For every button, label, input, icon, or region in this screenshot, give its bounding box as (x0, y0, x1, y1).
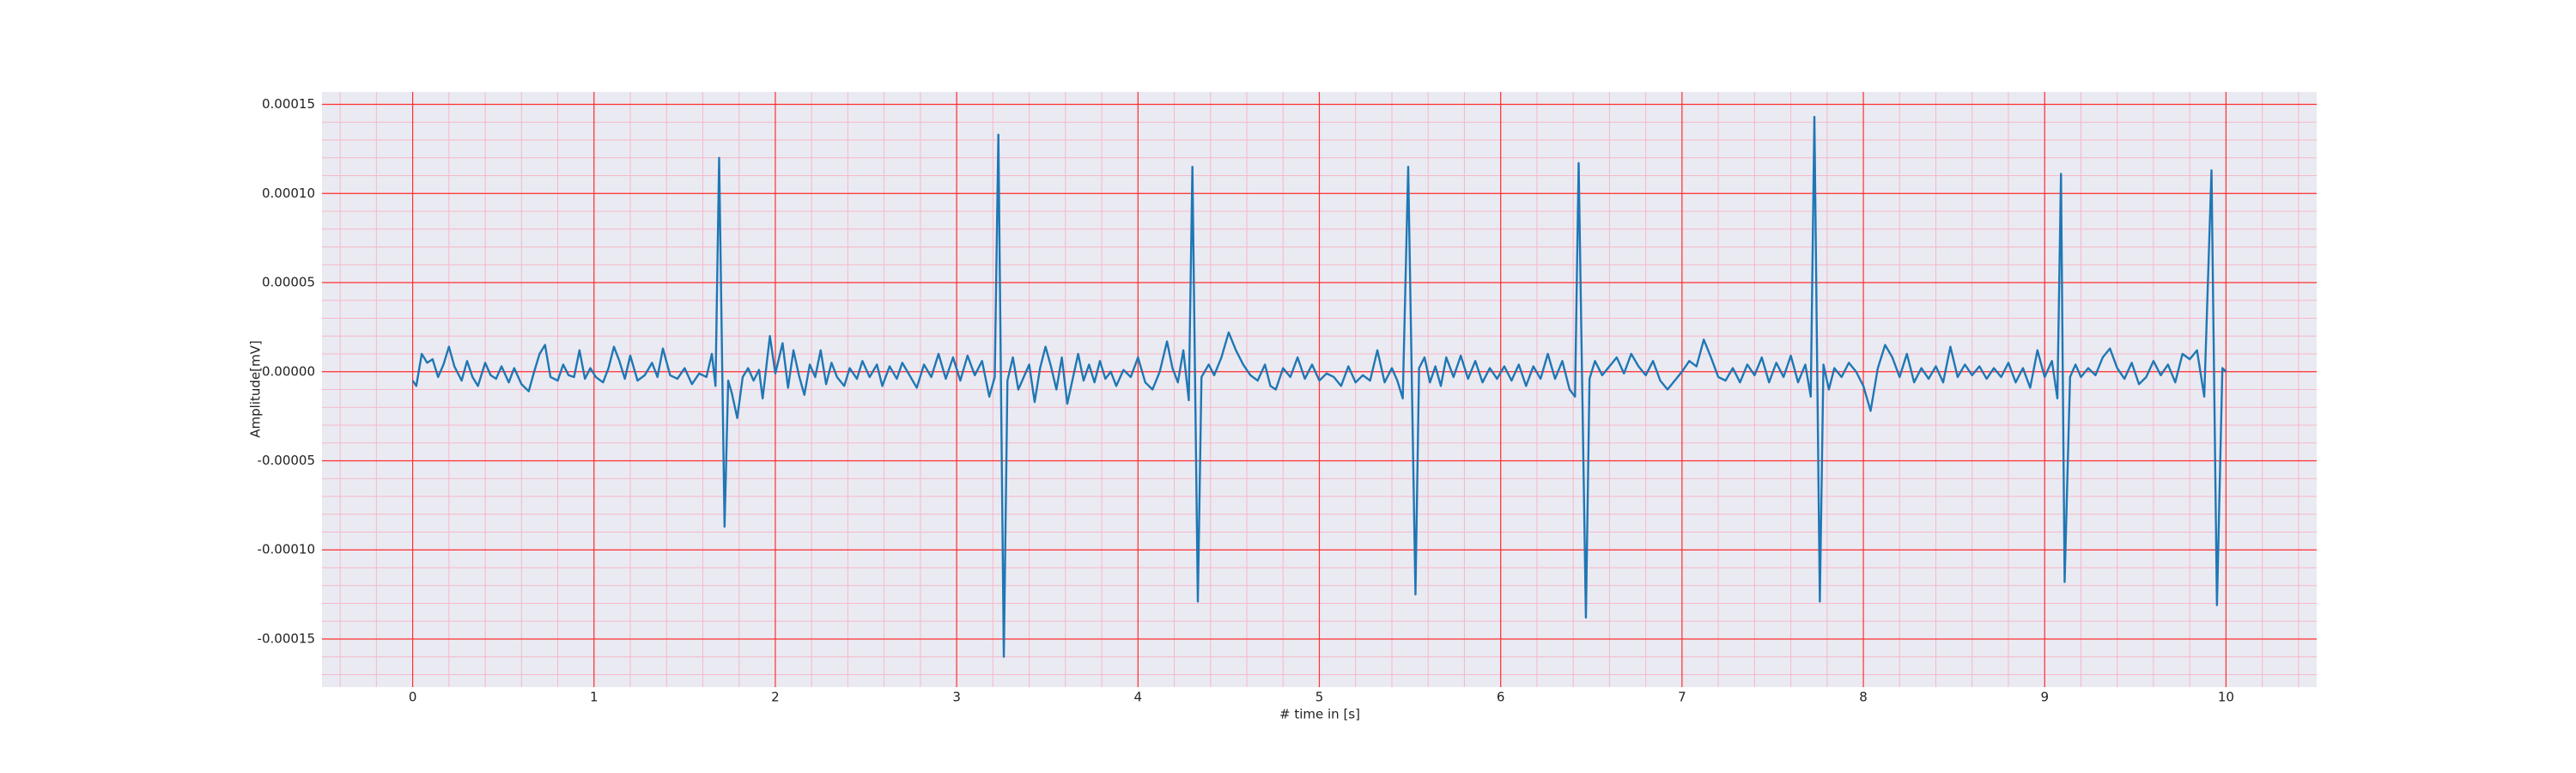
x-tick-label: 9 (2040, 690, 2049, 705)
y-tick-label: -0.00005 (258, 453, 315, 468)
x-tick-label: 10 (2218, 690, 2234, 705)
x-tick-label: 2 (771, 690, 780, 705)
x-tick-label: 6 (1497, 690, 1505, 705)
x-axis-label: # time in [s] (1279, 707, 1360, 722)
y-tick-label: 0.00005 (262, 275, 315, 290)
x-tick-label: 0 (409, 690, 417, 705)
x-tick-label: 1 (590, 690, 598, 705)
y-tick-label: -0.00010 (258, 542, 315, 557)
x-tick-label: 8 (1859, 690, 1868, 705)
x-tick-label: 7 (1678, 690, 1686, 705)
x-tick-label: 4 (1134, 690, 1143, 705)
x-tick-label: 3 (952, 690, 961, 705)
y-axis-label: Amplitude[mV] (248, 340, 264, 437)
y-tick-label: 0.00010 (262, 186, 315, 201)
y-tick-label: 0.00000 (262, 363, 315, 379)
ecg-line (411, 115, 2227, 658)
y-tick-label: 0.00015 (262, 96, 315, 112)
y-tick-label: -0.00015 (258, 630, 315, 646)
x-tick-label: 5 (1315, 690, 1324, 705)
